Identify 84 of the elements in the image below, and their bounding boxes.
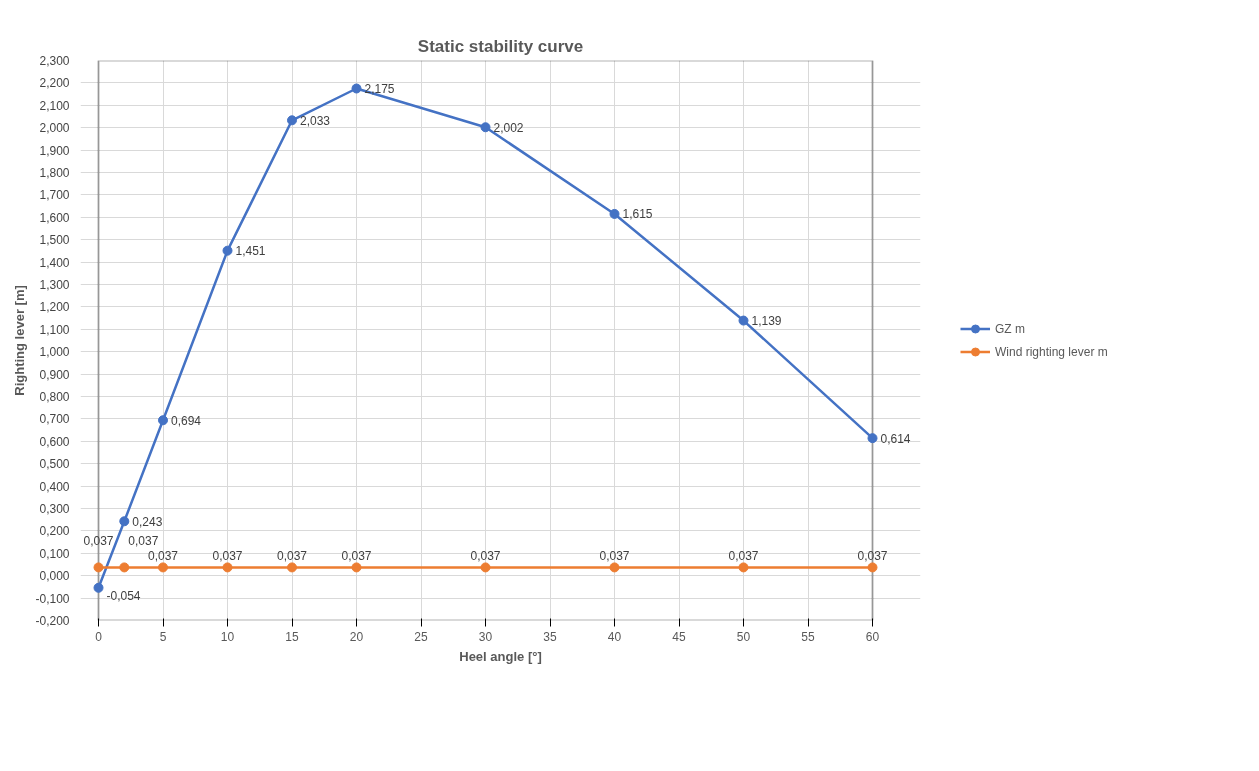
data-label: 2,002 bbox=[493, 120, 524, 135]
x-tick-label: 5 bbox=[159, 629, 167, 644]
data-label: 0,614 bbox=[880, 431, 911, 446]
data-label: 0,037 bbox=[83, 533, 114, 548]
y-tick-label: 0,400 bbox=[39, 479, 70, 494]
point bbox=[222, 245, 233, 256]
y-tick-label: 1,000 bbox=[39, 345, 70, 360]
chart-title: Static stability curve bbox=[417, 36, 584, 56]
data-label: 0,037 bbox=[276, 548, 308, 563]
point bbox=[738, 562, 749, 573]
point bbox=[93, 562, 104, 573]
y-tick-label: -0,200 bbox=[35, 614, 70, 628]
point bbox=[287, 115, 297, 126]
x-tick-label: 0 bbox=[95, 629, 103, 644]
x-tick-label: 40 bbox=[607, 629, 622, 644]
point bbox=[609, 208, 620, 219]
x-axis-title: Heel angle [°] bbox=[459, 648, 542, 664]
legend-label: GZ m bbox=[995, 321, 1025, 336]
y-tick-label: 2,000 bbox=[39, 121, 70, 136]
y-tick-label: 0,200 bbox=[39, 524, 70, 539]
y-tick-label: 1,700 bbox=[39, 188, 70, 203]
point bbox=[287, 562, 297, 573]
y-tick-label: 0,000 bbox=[39, 569, 70, 584]
data-label: 2,175 bbox=[364, 82, 395, 96]
point bbox=[158, 562, 168, 573]
data-label: -0,054 bbox=[106, 589, 141, 604]
x-tick-label: 55 bbox=[801, 629, 815, 644]
y-tick-label: 0,300 bbox=[39, 502, 70, 516]
y-tick-label: 1,300 bbox=[39, 278, 70, 292]
x-tick-label: 45 bbox=[672, 629, 686, 644]
data-label: 0,037 bbox=[128, 533, 159, 548]
y-tick-label: 0,100 bbox=[39, 546, 70, 561]
point bbox=[867, 433, 878, 444]
point bbox=[119, 516, 130, 527]
data-label: 0,037 bbox=[341, 548, 372, 563]
point bbox=[351, 83, 362, 94]
y-tick-label: 0,800 bbox=[39, 390, 70, 404]
point bbox=[867, 562, 878, 573]
y-tick-label: 1,200 bbox=[39, 300, 70, 315]
y-tick-label: 1,900 bbox=[39, 143, 70, 158]
y-tick-label: 2,100 bbox=[39, 98, 70, 113]
y-tick-label: -0,100 bbox=[35, 591, 70, 606]
point bbox=[609, 562, 620, 573]
point bbox=[158, 415, 168, 426]
x-tick-label: 30 bbox=[478, 629, 493, 644]
x-tick-label: 50 bbox=[736, 629, 751, 644]
y-tick-label: 0,500 bbox=[39, 457, 70, 472]
y-tick-label: 2,200 bbox=[39, 76, 70, 91]
data-label: 0,243 bbox=[132, 514, 163, 529]
y-tick-label: 0,700 bbox=[39, 412, 70, 427]
point bbox=[480, 562, 491, 573]
legend-label: Wind righting lever m bbox=[995, 344, 1108, 359]
y-tick-label: 1,600 bbox=[39, 210, 70, 225]
x-tick-label: 20 bbox=[349, 629, 364, 644]
y-tick-label: 2,300 bbox=[39, 54, 70, 68]
data-label: 1,451 bbox=[235, 244, 266, 259]
point bbox=[222, 562, 233, 573]
y-tick-label: 1,800 bbox=[39, 166, 70, 180]
x-tick-label: 15 bbox=[285, 629, 299, 644]
data-label: 0,037 bbox=[728, 548, 759, 563]
data-label: 0,037 bbox=[857, 548, 888, 563]
data-label: 0,694 bbox=[171, 413, 202, 428]
data-label: 1,615 bbox=[622, 207, 653, 222]
data-label: 0,037 bbox=[470, 548, 501, 563]
data-label: 0,037 bbox=[212, 548, 243, 563]
y-tick-label: 0,600 bbox=[39, 434, 70, 449]
y-tick-label: 0,900 bbox=[39, 367, 70, 382]
y-tick-label: 1,500 bbox=[39, 233, 70, 248]
x-tick-label: 10 bbox=[220, 629, 235, 644]
x-tick-label: 35 bbox=[543, 629, 557, 644]
point bbox=[93, 582, 104, 593]
data-label: 2,033 bbox=[300, 113, 331, 128]
data-label: 0,037 bbox=[599, 548, 630, 563]
y-tick-label: 1,100 bbox=[39, 322, 70, 337]
x-tick-label: 60 bbox=[865, 629, 880, 644]
point bbox=[480, 122, 491, 133]
data-label: 0,037 bbox=[147, 548, 179, 563]
y-tick-label: 1,400 bbox=[39, 255, 70, 270]
x-tick-label: 25 bbox=[414, 629, 428, 644]
point bbox=[738, 315, 749, 326]
data-label: 1,139 bbox=[751, 314, 782, 329]
point bbox=[351, 562, 362, 573]
y-axis-title: Righting lever [m] bbox=[12, 285, 28, 396]
point bbox=[119, 562, 130, 573]
